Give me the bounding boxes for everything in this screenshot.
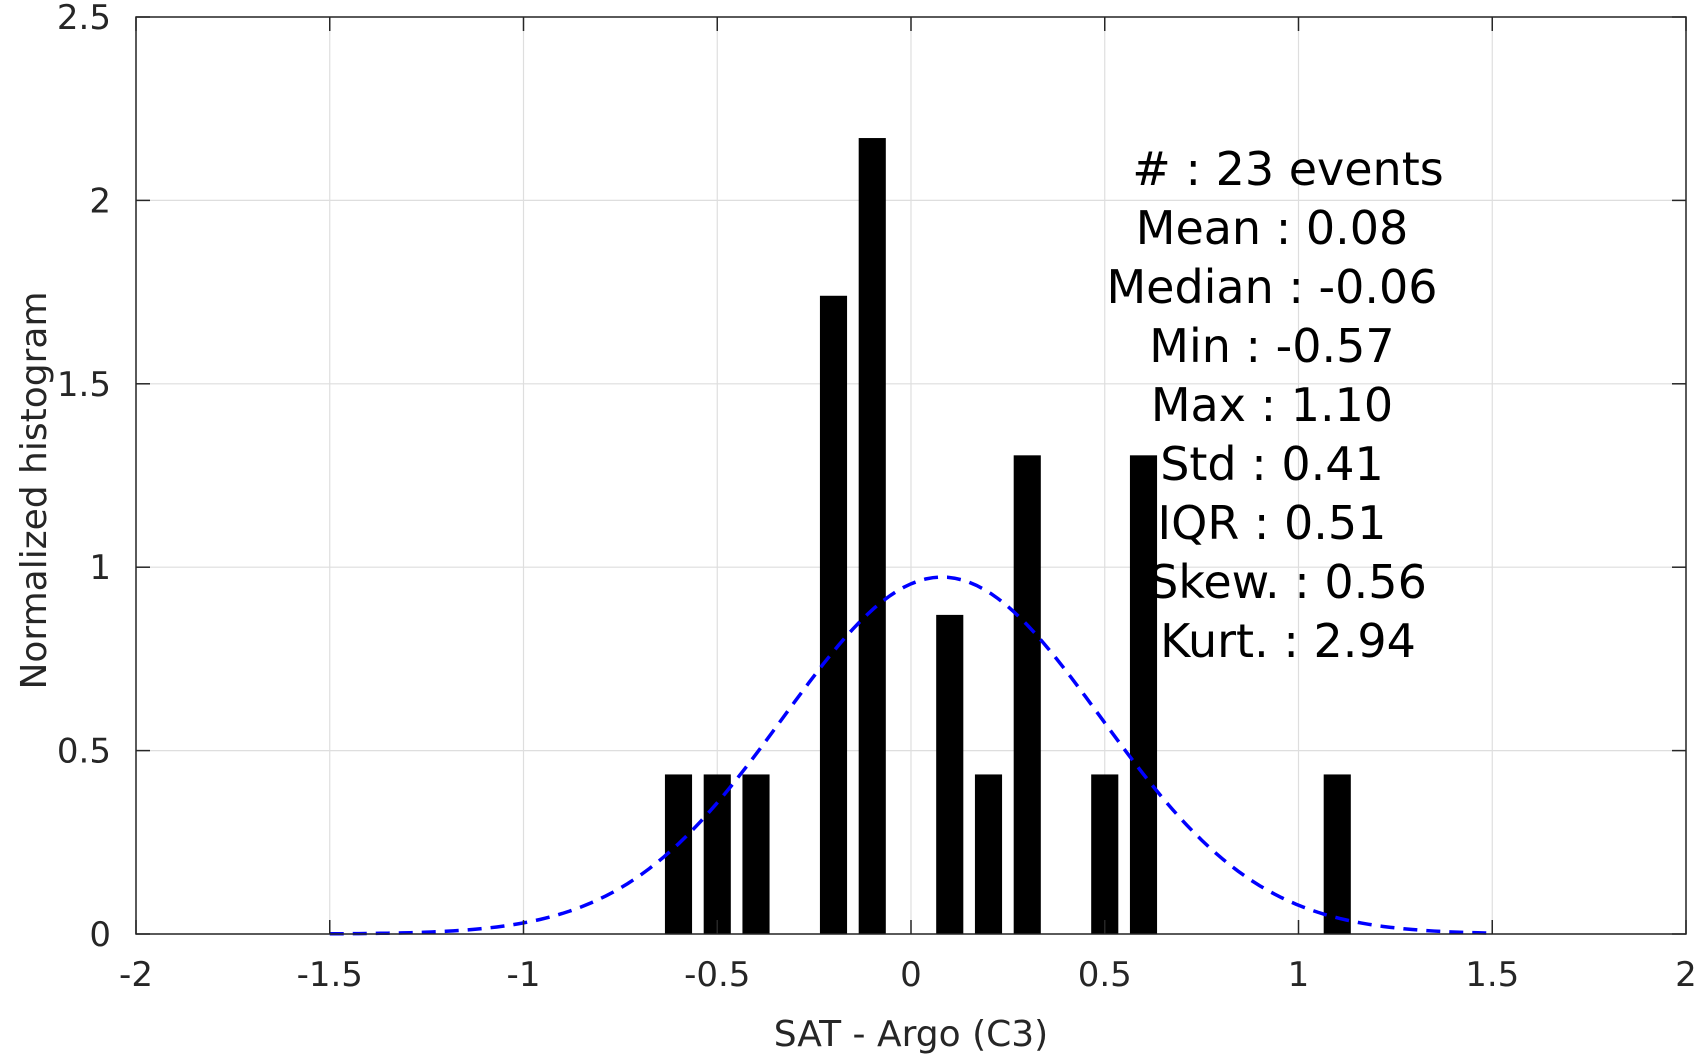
y-tick-labels: 0 0.5 1 1.5 2 2.5 (57, 0, 111, 955)
stat-line: # : 23 events (1132, 142, 1443, 196)
stat-line: Skew. : 0.56 (1149, 555, 1427, 609)
histogram-bar (1013, 455, 1041, 934)
histogram-bar (974, 774, 1003, 934)
histogram-bar (742, 774, 770, 934)
stat-line: IQR : 0.51 (1158, 496, 1387, 550)
y-tick-label: 0 (89, 915, 111, 955)
y-tick-label: 1 (89, 548, 111, 588)
x-tick-label: 0.5 (1078, 955, 1132, 995)
x-tick-label: -2 (119, 955, 153, 995)
axis-ticks (135, 16, 1687, 935)
x-tick-label: -1.5 (297, 955, 363, 995)
histogram-bar (936, 614, 964, 934)
histogram-bar (819, 295, 848, 934)
stat-line: Median : -0.06 (1106, 260, 1437, 314)
y-tick-label: 2 (89, 181, 111, 221)
grid-lines (135, 16, 1687, 935)
x-tick-labels: -2 -1.5 -1 -0.5 0 0.5 1 1.5 2 (119, 955, 1697, 995)
stat-line: Min : -0.57 (1149, 319, 1394, 373)
x-axis-label: SAT - Argo (C3) (774, 1014, 1048, 1055)
y-axis-label: Normalized histogram (14, 291, 55, 689)
stat-line: Max : 1.10 (1151, 378, 1393, 432)
y-tick-label: 2.5 (57, 0, 111, 38)
histogram-bar (703, 774, 731, 934)
stat-line: Std : 0.41 (1160, 437, 1384, 491)
x-tick-label: 2 (1675, 955, 1697, 995)
stat-line: Mean : 0.08 (1136, 201, 1409, 255)
x-tick-label: -1 (507, 955, 541, 995)
histogram-bar (858, 138, 886, 934)
histogram-bar (1129, 455, 1158, 934)
y-tick-label: 1.5 (57, 365, 111, 405)
histogram-bars (664, 138, 1351, 934)
stat-line: Kurt. : 2.94 (1160, 614, 1416, 668)
x-tick-label: -0.5 (684, 955, 750, 995)
x-tick-label: 1 (1288, 955, 1310, 995)
y-tick-label: 0.5 (57, 732, 111, 772)
histogram-bar (1091, 774, 1119, 934)
x-tick-label: 0 (900, 955, 922, 995)
x-tick-label: 1.5 (1465, 955, 1519, 995)
histogram-bar (1323, 774, 1351, 934)
